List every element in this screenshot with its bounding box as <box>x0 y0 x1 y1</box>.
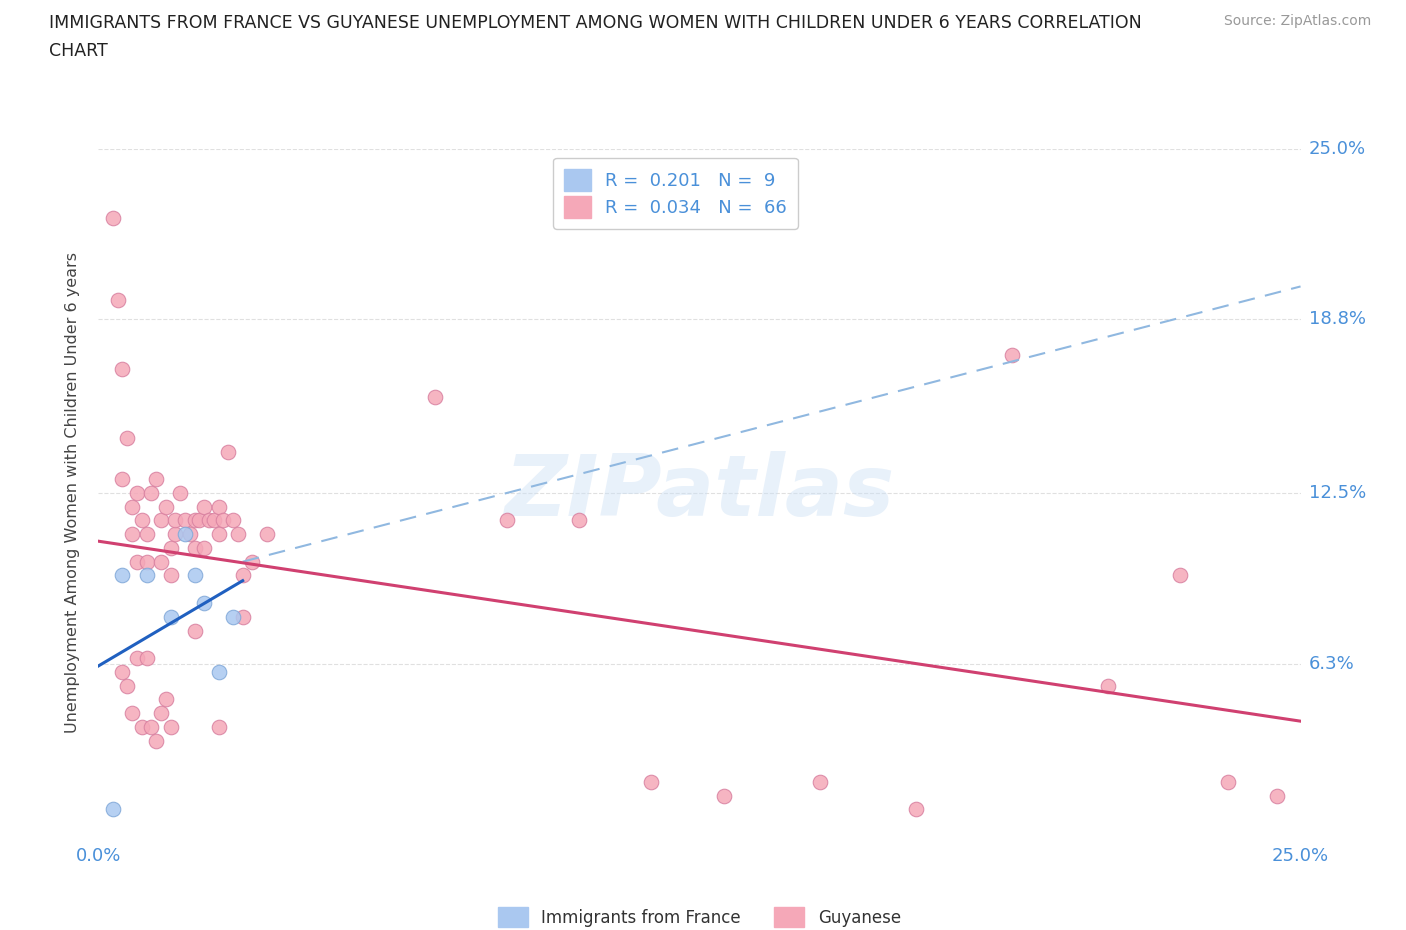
Point <box>121 499 143 514</box>
Point <box>208 720 231 735</box>
Point <box>217 445 239 459</box>
Point <box>904 802 927 817</box>
Point <box>183 623 205 638</box>
Point <box>208 499 231 514</box>
Point <box>111 362 134 377</box>
Point <box>496 513 519 528</box>
Point <box>188 513 211 528</box>
Point <box>1170 568 1192 583</box>
Point <box>117 431 139 445</box>
Point <box>159 568 181 583</box>
Text: Source: ZipAtlas.com: Source: ZipAtlas.com <box>1223 14 1371 28</box>
Point <box>159 720 181 735</box>
Point <box>179 526 201 541</box>
Point <box>193 540 215 555</box>
Point <box>640 775 662 790</box>
Point <box>1218 775 1240 790</box>
Point <box>256 526 278 541</box>
Text: 12.5%: 12.5% <box>1309 484 1367 502</box>
Point <box>232 609 254 624</box>
Point <box>169 485 191 500</box>
Point <box>141 485 163 500</box>
Point <box>141 720 163 735</box>
Point <box>193 595 215 610</box>
Point <box>198 513 221 528</box>
Point <box>232 568 254 583</box>
Point <box>222 513 245 528</box>
Point <box>125 651 148 666</box>
Text: ZIPatlas: ZIPatlas <box>505 451 894 535</box>
Text: IMMIGRANTS FROM FRANCE VS GUYANESE UNEMPLOYMENT AMONG WOMEN WITH CHILDREN UNDER : IMMIGRANTS FROM FRANCE VS GUYANESE UNEMP… <box>49 14 1142 32</box>
Point <box>808 775 831 790</box>
Point <box>208 664 231 679</box>
Point <box>1265 789 1288 804</box>
Point <box>174 513 197 528</box>
Point <box>240 554 263 569</box>
Point <box>125 485 148 500</box>
Text: 18.8%: 18.8% <box>1309 311 1365 328</box>
Point <box>155 692 177 707</box>
Point <box>145 472 167 486</box>
Point <box>183 540 205 555</box>
Text: 6.3%: 6.3% <box>1309 655 1354 672</box>
Y-axis label: Unemployment Among Women with Children Under 6 years: Unemployment Among Women with Children U… <box>65 252 80 734</box>
Point <box>202 513 225 528</box>
Point <box>222 609 245 624</box>
Point <box>101 210 124 225</box>
Point <box>193 499 215 514</box>
Point <box>149 554 172 569</box>
Point <box>111 568 134 583</box>
Text: CHART: CHART <box>49 42 108 60</box>
Point <box>183 513 205 528</box>
Point <box>149 706 172 721</box>
Point <box>135 651 157 666</box>
Point <box>183 568 205 583</box>
Legend: Immigrants from France, Guyanese: Immigrants from France, Guyanese <box>492 900 907 930</box>
Point <box>135 554 157 569</box>
Point <box>423 389 446 404</box>
Point <box>121 526 143 541</box>
Point <box>159 609 181 624</box>
Point <box>212 513 235 528</box>
Point <box>121 706 143 721</box>
Point <box>149 513 172 528</box>
Point <box>226 526 249 541</box>
Point <box>107 293 129 308</box>
Point <box>145 733 167 748</box>
Point <box>165 513 187 528</box>
Point <box>117 678 139 693</box>
Point <box>165 526 187 541</box>
Point <box>713 789 735 804</box>
Point <box>111 472 134 486</box>
Point <box>135 568 157 583</box>
Point <box>131 513 153 528</box>
Point <box>101 802 124 817</box>
Point <box>125 554 148 569</box>
Point <box>135 526 157 541</box>
Point <box>131 720 153 735</box>
Point <box>155 499 177 514</box>
Point <box>568 513 591 528</box>
Point <box>1001 348 1024 363</box>
Point <box>1097 678 1119 693</box>
Point <box>208 526 231 541</box>
Point <box>111 664 134 679</box>
Point <box>159 540 181 555</box>
Text: 25.0%: 25.0% <box>1309 140 1367 158</box>
Point <box>174 526 197 541</box>
